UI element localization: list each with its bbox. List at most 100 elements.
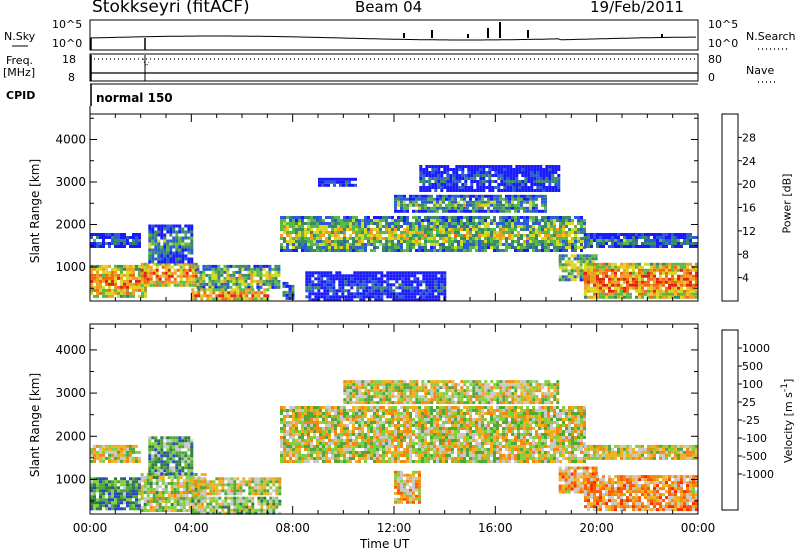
power-cell [148,260,152,264]
power-cell [564,263,568,267]
power-cell [437,183,441,186]
velocity-cell [248,511,252,515]
velocity-cell [184,445,188,449]
power-cell [317,295,321,299]
power-cell [559,231,562,234]
power-cell [457,222,460,225]
velocity-cell [163,460,167,464]
power-cell [403,222,406,225]
power-cell [689,277,692,281]
power-cell [175,251,179,255]
velocity-cell [132,483,135,487]
power-cell [548,183,552,186]
velocity-cell [143,500,147,503]
power-cell [324,177,327,181]
power-cell [226,279,230,283]
power-cell [484,243,487,246]
power-cell [377,271,381,275]
power-cell [259,282,263,286]
velocity-cell [191,511,195,515]
power-cell [445,231,448,234]
power-cell [469,209,472,213]
power-cell [564,278,568,282]
velocity-cell [188,500,192,503]
velocity-cell [114,498,117,502]
power-cell [544,246,547,249]
velocity-cell [292,424,295,427]
power-cell [611,277,614,281]
power-cell [163,260,167,264]
power-cell [415,203,418,207]
power-cell [419,180,423,183]
power-cell [445,194,448,198]
power-cell [620,265,623,269]
velocity-cell [233,502,237,506]
power-cell [340,231,343,234]
power-cell [535,246,538,249]
velocity-cell [152,491,156,494]
power-cell [185,271,189,275]
power-cell [580,243,583,246]
velocity-cell [102,501,105,505]
power-cell [452,186,456,189]
velocity-cell [206,496,210,500]
power-cell [126,239,129,242]
power-cell [541,237,544,240]
power-cell [397,234,400,237]
power-cell [602,274,605,278]
power-cell [509,189,513,192]
power-cell [599,242,602,245]
power-cell [490,237,493,240]
power-cell [257,291,261,295]
power-cell [647,292,650,296]
power-cell [298,231,301,234]
power-cell [434,295,438,299]
power-cell [662,289,665,293]
velocity-cell [212,505,216,509]
power-cell [163,257,167,261]
power-cell [659,239,662,242]
power-cell [475,243,478,246]
velocity-cell [167,491,171,494]
velocity-cell [251,477,255,481]
power-cell [484,222,487,225]
power-cell [344,283,348,287]
power-cell [199,276,203,280]
velocity-cell [295,415,298,418]
power-cell [455,183,459,186]
velocity-cell [263,496,267,500]
power-cell [164,262,168,266]
power-cell [211,285,215,289]
velocity-cell [286,439,289,442]
power-cell [218,288,222,292]
power-cell [422,183,426,186]
power-cell [573,266,577,270]
power-cell [433,200,436,204]
power-cell [463,206,466,210]
power-cell [416,289,420,293]
power-cell [656,236,659,239]
power-cell [154,230,158,234]
power-cell [301,225,304,228]
power-cell [154,233,158,237]
velocity-cell [194,494,198,497]
velocity-cell [301,427,304,430]
velocity-cell [135,456,138,460]
power-cell [460,228,463,231]
power-cell [203,291,207,295]
power-cell [175,245,179,249]
power-cell [283,225,286,228]
velocity-cell [152,500,156,503]
power-cell [321,180,324,184]
power-cell [99,236,102,239]
power-cell [647,274,650,278]
power-cell [379,240,382,243]
power-cell [140,265,144,269]
power-cell [389,271,393,275]
power-cell [553,228,556,231]
velocity-cell [178,466,182,470]
velocity-cell [187,448,191,452]
power-cell [93,273,96,277]
power-cell [431,277,435,281]
power-cell [596,289,599,293]
